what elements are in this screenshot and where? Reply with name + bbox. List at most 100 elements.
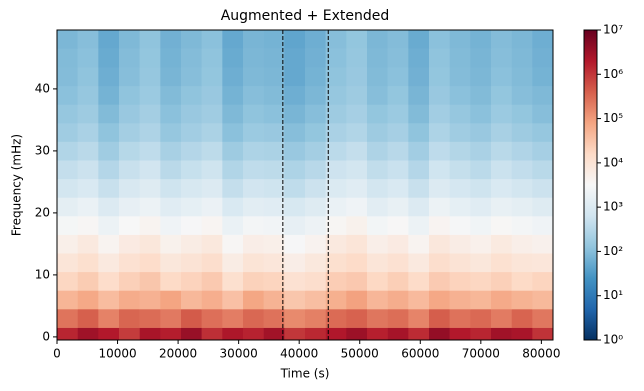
heatmap-cell [429,197,450,217]
heatmap-cell [367,48,388,68]
heatmap-cell [243,216,264,235]
heatmap-cell [57,104,78,124]
heatmap-cell [532,123,553,142]
heatmap-cell [119,290,140,310]
heatmap-cell [98,85,120,105]
heatmap-cell [449,327,471,340]
heatmap-cell [408,327,430,340]
heatmap-cell [387,48,409,68]
heatmap-cell [222,123,244,142]
heatmap-cell [57,30,78,49]
heatmap-cell [222,30,244,49]
heatmap-cell [325,30,347,49]
heatmap-cell [243,141,264,161]
heatmap-cell [408,216,430,235]
heatmap-cell [139,178,161,198]
heatmap-cell [263,271,285,291]
heatmap-cell [511,85,533,105]
heatmap-cell [263,178,285,198]
heatmap-cell [429,309,450,328]
heatmap-cell [346,309,368,328]
heatmap-cell [243,290,264,310]
heatmap-cell [201,30,223,49]
heatmap-cell [532,216,553,235]
heatmap-cell [325,216,347,235]
heatmap-cell [77,141,99,161]
heatmap-cell [387,30,409,49]
heatmap-cell [325,104,347,124]
heatmap-cell [201,290,223,310]
y-tick-label: 40 [35,81,50,95]
heatmap-cell [160,85,182,105]
heatmap-cell [429,85,450,105]
heatmap-cell [305,197,326,217]
heatmap-cell [139,123,161,142]
heatmap-cell [181,123,202,142]
heatmap-cell [263,309,285,328]
heatmap-cell [119,123,140,142]
heatmap-cell [98,271,120,291]
heatmap-cell [470,160,492,180]
heatmap-cell [367,178,388,198]
heatmap-cell [119,160,140,180]
heatmap-cell [387,216,409,235]
heatmap-cell [263,104,285,124]
heatmap-cell [367,327,388,340]
heatmap-cell [263,234,285,254]
heatmap-cell [491,271,512,291]
heatmap-cell [532,253,553,273]
heatmap-cell [243,234,264,254]
heatmap-cell [491,85,512,105]
heatmap-cell [243,253,264,273]
heatmap-cell [325,309,347,328]
heatmap-cell [449,290,471,310]
heatmap-cell [181,327,202,340]
heatmap-cell [387,253,409,273]
heatmap-cell [387,85,409,105]
heatmap-cell [408,123,430,142]
heatmap-cell [408,30,430,49]
x-axis-label: Time (s) [280,367,330,381]
heatmap-cell [77,271,99,291]
heatmap-cell [532,85,553,105]
heatmap-cell [408,67,430,87]
heatmap-cell [346,271,368,291]
heatmap-cell [305,271,326,291]
heatmap-cell [511,234,533,254]
heatmap-cell [284,234,306,254]
heatmap-cell [449,104,471,124]
heatmap-cell [532,327,553,340]
heatmap-cell [222,141,244,161]
heatmap-cell [181,48,202,68]
heatmap-cell [222,160,244,180]
heatmap-cell [201,216,223,235]
heatmap-cell [511,160,533,180]
heatmap-cell [346,123,368,142]
heatmap-cell [222,234,244,254]
heatmap-cell [449,160,471,180]
heatmap-cell [511,253,533,273]
heatmap-cell [408,160,430,180]
heatmap-cell [511,178,533,198]
heatmap-cell [263,85,285,105]
heatmap-cell [201,48,223,68]
x-tick-label: 80000 [522,347,560,361]
heatmap-cell [139,309,161,328]
heatmap-cell [57,216,78,235]
heatmap-cell [160,67,182,87]
heatmap-cell [387,123,409,142]
plot-frame [56,29,554,341]
heatmap-cell [181,67,202,87]
heatmap-cell [491,290,512,310]
heatmap-cell [387,178,409,198]
heatmap-cell [470,30,492,49]
heatmap-cell [491,178,512,198]
heatmap-cell [243,160,264,180]
heatmap-cell [77,67,99,87]
heatmap-cell [532,160,553,180]
chart-title: Augmented + Extended [221,8,390,24]
heatmap-cell [243,178,264,198]
heatmap-cell [243,104,264,124]
heatmap-cell [511,123,533,142]
heatmap-cell [346,30,368,49]
